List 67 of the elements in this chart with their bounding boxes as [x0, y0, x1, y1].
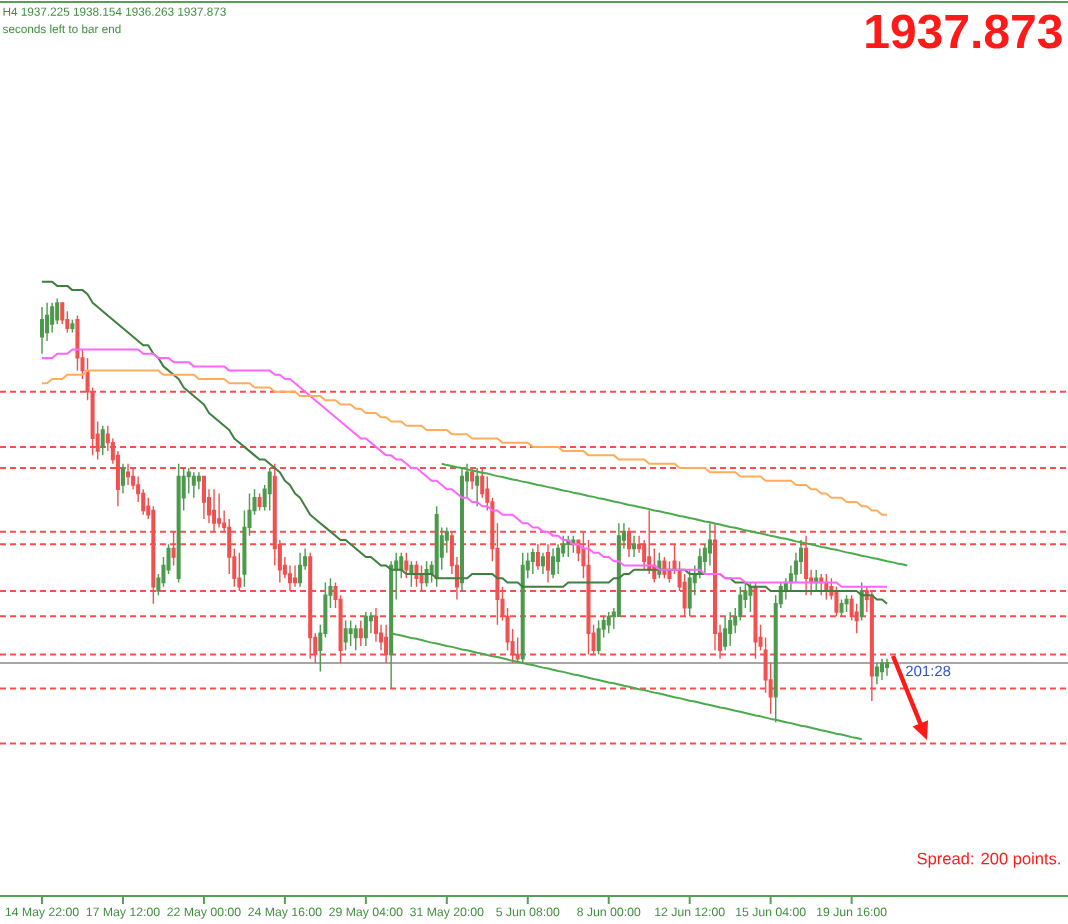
candlestick — [723, 615, 728, 651]
candlestick — [753, 581, 758, 660]
candlestick — [434, 505, 439, 588]
candlestick — [854, 602, 859, 635]
candlestick — [728, 611, 733, 647]
candlestick — [475, 467, 480, 507]
candlestick — [100, 425, 105, 457]
candlestick — [556, 543, 561, 575]
candlestick — [879, 658, 884, 681]
candlestick — [308, 552, 313, 660]
candlestick — [459, 467, 465, 592]
candlestick — [287, 564, 292, 592]
candlestick — [470, 467, 475, 490]
candlestick — [39, 306, 45, 355]
candlestick — [596, 619, 601, 656]
candlestick — [358, 619, 363, 647]
candlestick — [201, 475, 206, 520]
candlestick — [712, 522, 718, 651]
candlestick — [373, 607, 378, 643]
candlestick — [257, 492, 262, 512]
candlestick — [545, 543, 551, 584]
candlestick — [799, 539, 804, 575]
candlestick — [707, 522, 712, 567]
candlestick — [839, 598, 844, 618]
candlestick — [520, 552, 525, 664]
candlestick — [191, 471, 196, 499]
candlestick — [348, 619, 353, 647]
candlestick — [343, 619, 348, 651]
candlestick — [626, 526, 631, 558]
candlestick — [551, 547, 556, 579]
candlestick — [70, 319, 75, 334]
candlestick — [50, 302, 55, 334]
candlestick — [293, 564, 298, 588]
candlestick — [171, 530, 176, 567]
candlestick — [606, 611, 611, 635]
candlestick — [267, 467, 272, 512]
candlestick — [126, 463, 131, 486]
text: 1937.873 — [866, 14, 1062, 49]
candlestick — [75, 314, 80, 372]
candlestick — [151, 505, 156, 605]
candlestick — [55, 297, 60, 325]
candlestick — [298, 552, 303, 588]
candlestick — [530, 547, 535, 575]
candlestick — [834, 586, 839, 618]
candlestick — [885, 658, 890, 677]
candlestick — [384, 624, 389, 664]
candlestick — [632, 535, 637, 558]
candlestick — [535, 543, 540, 571]
candlestick — [869, 590, 874, 702]
candlestick — [217, 492, 222, 529]
candlestick — [389, 560, 394, 690]
candlestick — [353, 624, 358, 651]
candlestick — [120, 463, 125, 495]
text: Spread: 200 points. — [917, 852, 1060, 868]
candlestick — [804, 535, 809, 596]
candlestick — [874, 662, 879, 685]
candlestick — [363, 611, 368, 647]
candlestick — [212, 488, 217, 533]
candlestick — [540, 552, 545, 575]
candlestick — [65, 310, 70, 334]
candlestick — [859, 581, 864, 622]
candlestick — [586, 539, 591, 656]
candlestick — [196, 471, 201, 490]
candlestick — [176, 463, 181, 584]
candlestick — [844, 594, 849, 613]
candlestick — [687, 569, 692, 618]
candlestick — [60, 302, 65, 325]
